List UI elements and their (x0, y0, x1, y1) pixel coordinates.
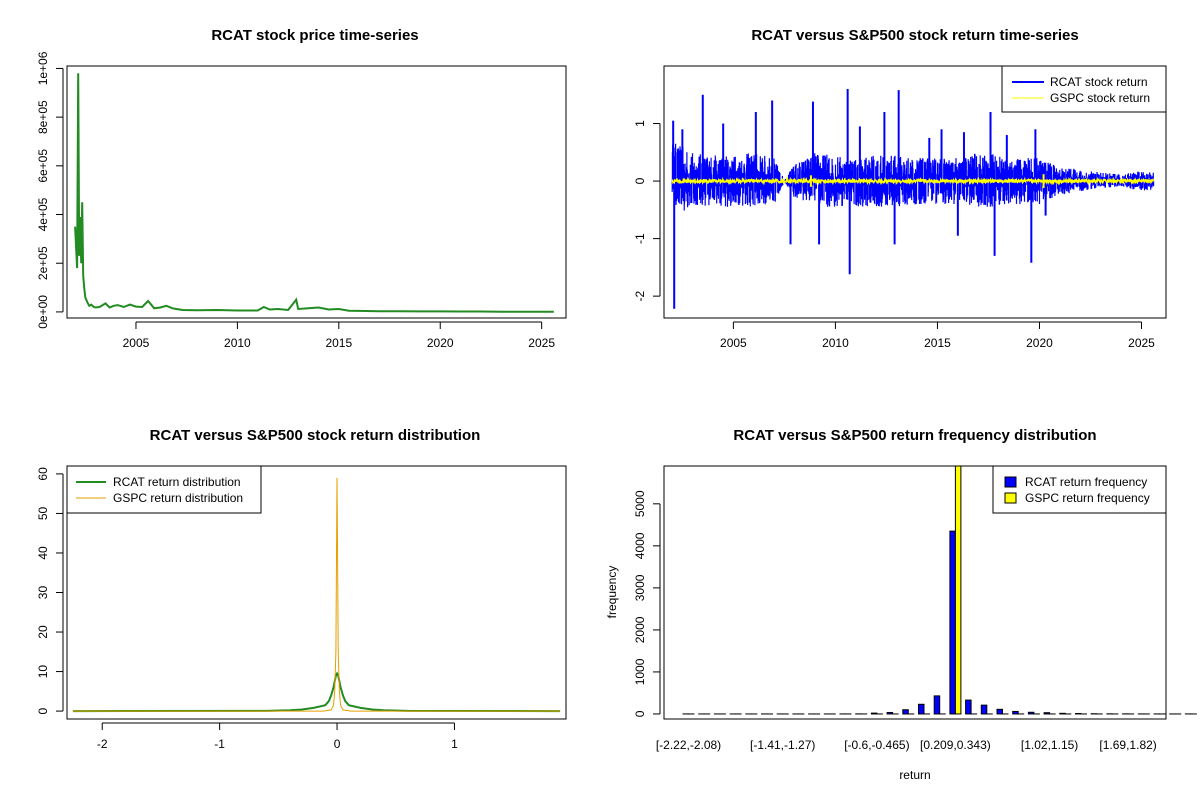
y-tick-label: 1 (633, 120, 647, 127)
x-tick-label: 2025 (528, 336, 555, 350)
y-tick-label: 20 (36, 625, 50, 639)
x-tick-label: [-1.41,-1.27) (750, 738, 815, 752)
histogram-chart-title: RCAT versus S&P500 return frequency dist… (733, 427, 1096, 444)
y-tick-label: 3000 (633, 574, 647, 601)
y-tick-label: 10 (36, 665, 50, 679)
y-tick-label: 1e+06 (36, 51, 50, 85)
histogram-x-axis-label: return (899, 768, 930, 782)
rcat-frequency-bar (918, 703, 925, 715)
y-tick-label: 4000 (633, 532, 647, 559)
x-tick-label: [1.02,1.15) (1021, 738, 1078, 752)
y-tick-label: 0 (633, 177, 647, 184)
returns-legend: RCAT stock return GSPC stock return (1001, 65, 1167, 113)
rcat-frequency-bar (886, 711, 894, 715)
histogram-legend: RCAT return frequency GSPC return freque… (992, 465, 1167, 514)
y-tick-label: 0 (633, 710, 647, 717)
histogram-legend-swatch-gspc (1004, 492, 1017, 504)
returns-legend-label-rcat: RCAT stock return (1050, 75, 1148, 89)
density-legend: RCAT return distribution GSPC return dis… (66, 465, 262, 514)
y-tick-label: 1000 (633, 658, 647, 685)
price-series (74, 73, 554, 313)
density-legend-box (66, 465, 262, 514)
histogram-plot-frame (663, 465, 1167, 720)
x-tick-label: 2005 (123, 336, 150, 350)
returns-axes: 2005 2010 2015 2020 2025 -2 -1 0 1 (633, 120, 1155, 350)
density-series (72, 477, 561, 713)
price-axes: 2005 2010 2015 2020 2025 0e+00 2e+05 4e+05 6e+05… (36, 51, 555, 350)
rcat-frequency-bar (949, 530, 956, 715)
y-tick-label: 0 (36, 707, 50, 714)
price-plot-frame (66, 65, 567, 319)
gspc-frequency-bar (954, 465, 962, 715)
returns-chart-title: RCAT versus S&P500 stock return time-ser… (751, 27, 1078, 44)
density-legend-label-gspc: GSPC return distribution (113, 491, 243, 505)
density-chart-title: RCAT versus S&P500 stock return distribu… (150, 427, 481, 444)
y-tick-label: 40 (36, 546, 50, 560)
x-tick-label: 2005 (720, 336, 747, 350)
x-tick-label: -2 (97, 737, 108, 751)
y-tick-label: -2 (633, 290, 647, 301)
x-tick-label: 1 (451, 737, 458, 751)
x-tick-label: 2010 (822, 336, 849, 350)
returns-legend-box (1001, 65, 1167, 113)
x-tick-label: 0 (334, 737, 341, 751)
y-tick-label: 2000 (633, 616, 647, 643)
rcat-return-series (671, 143, 1155, 211)
histogram-legend-box (992, 465, 1167, 514)
x-tick-label: 2025 (1128, 336, 1155, 350)
rcat-frequency-bar (1012, 710, 1019, 715)
returns-series (671, 89, 1155, 309)
x-tick-label: 2015 (325, 336, 352, 350)
histogram-legend-label-gspc: GSPC return frequency (1025, 491, 1150, 505)
histogram-chart: RCAT versus S&P500 return frequency dist… (605, 427, 1197, 782)
density-chart: RCAT versus S&P500 stock return distribu… (36, 427, 567, 751)
returns-chart: RCAT versus S&P500 stock return time-ser… (633, 27, 1167, 350)
y-tick-label: 2e+05 (36, 246, 50, 280)
rcat-frequency-bar (933, 695, 941, 715)
price-chart: RCAT stock price time-series 2005 2010 201… (36, 27, 567, 350)
returns-legend-label-gspc: GSPC stock return (1050, 91, 1150, 105)
y-tick-label: 6e+05 (36, 149, 50, 183)
x-tick-label: [1.69,1.82) (1099, 738, 1156, 752)
rcat-frequency-bar (870, 712, 878, 715)
rcat-frequency-bar (1059, 712, 1066, 715)
y-tick-label: 4e+05 (36, 197, 50, 231)
x-tick-label: 2010 (224, 336, 251, 350)
x-tick-label: 2020 (427, 336, 454, 350)
rcat-frequency-bar (902, 709, 909, 715)
x-tick-label: [-0.6,-0.465) (844, 738, 909, 752)
y-tick-label: 0e+00 (36, 295, 50, 329)
rcat-frequency-bar (1043, 712, 1051, 715)
x-tick-label: -1 (214, 737, 225, 751)
x-tick-label: 2020 (1026, 336, 1053, 350)
histogram-y-axis-label: frequency (605, 566, 619, 619)
returns-plot-frame (663, 65, 1167, 319)
y-tick-label: 30 (36, 586, 50, 600)
histogram-legend-swatch-rcat (1004, 476, 1017, 488)
y-tick-label: -1 (633, 233, 647, 244)
density-plot-frame (66, 465, 567, 720)
rcat-frequency-bar (980, 704, 988, 715)
price-chart-title: RCAT stock price time-series (211, 27, 418, 44)
y-tick-label: 60 (36, 467, 50, 481)
histogram-series (682, 465, 1197, 715)
y-tick-label: 50 (36, 506, 50, 520)
x-tick-label: 2015 (924, 336, 951, 350)
price-series-line (74, 73, 554, 313)
gspc-density-line (72, 477, 561, 712)
y-tick-label: 8e+05 (36, 100, 50, 134)
histogram-legend-label-rcat: RCAT return frequency (1025, 475, 1147, 489)
rcat-frequency-bar (996, 708, 1003, 715)
density-legend-label-rcat: RCAT return distribution (113, 475, 241, 489)
x-tick-label: [0.209,0.343) (920, 738, 991, 752)
y-tick-label: 5000 (633, 490, 647, 517)
histogram-axes: 0 1000 2000 3000 4000 5000 [-2.22,-2.08) [-1.41… (633, 490, 1157, 752)
rcat-frequency-bar (1027, 711, 1035, 715)
x-tick-label: [-2.22,-2.08) (656, 738, 721, 752)
gspc-return-series (671, 176, 1155, 186)
rcat-frequency-bar (965, 699, 972, 715)
rcat-density-line (72, 671, 561, 713)
